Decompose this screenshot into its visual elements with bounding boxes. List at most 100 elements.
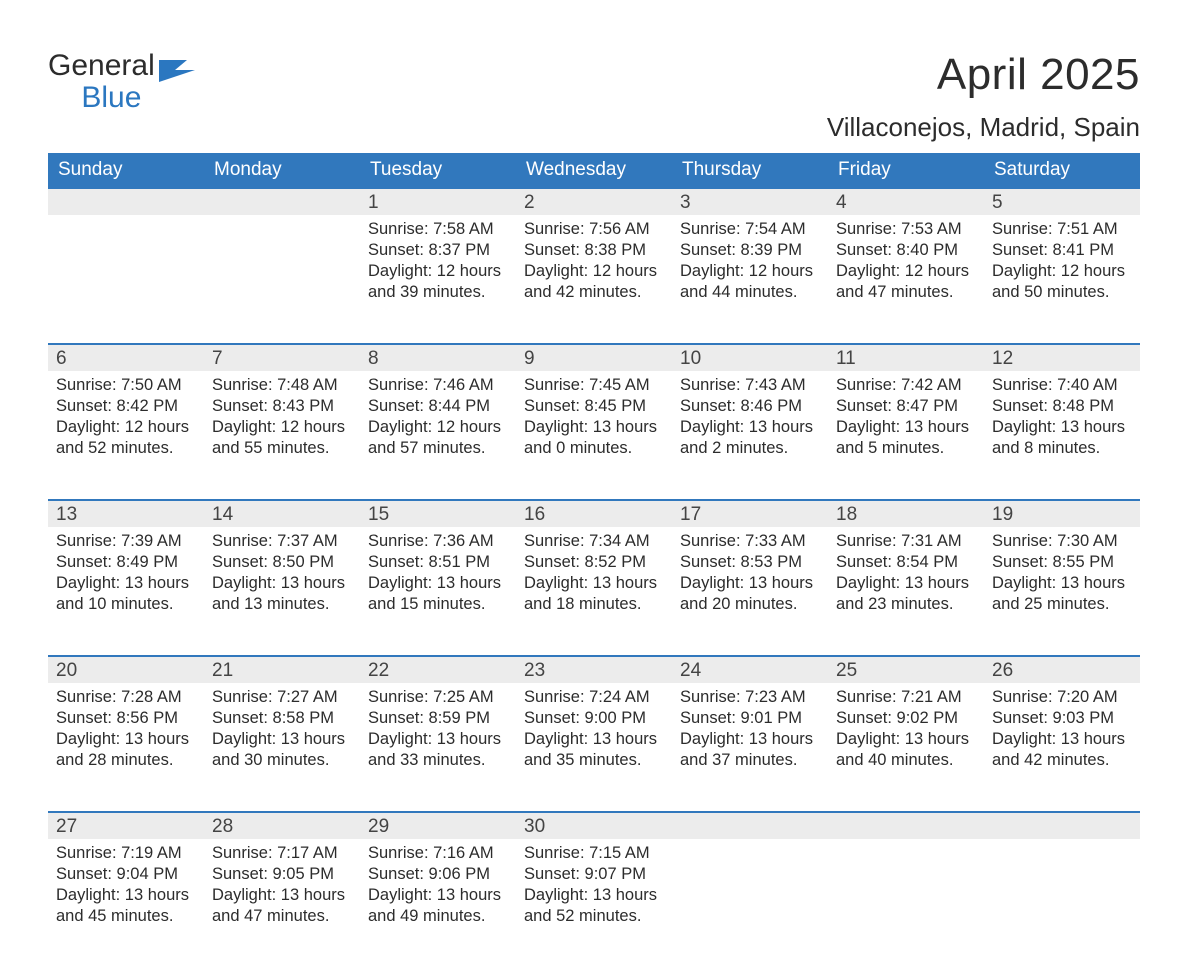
calendar-cell: Sunrise: 7:34 AMSunset: 8:52 PMDaylight:… [516,527,672,655]
day-number: 14 [204,499,360,527]
daylight-text: Daylight: 12 hours and 52 minutes. [56,417,196,459]
calendar-cell: Sunrise: 7:48 AMSunset: 8:43 PMDaylight:… [204,371,360,499]
page-title: April 2025 [827,50,1140,100]
day-number: 19 [984,499,1140,527]
sunset-text: Sunset: 8:37 PM [368,240,508,261]
calendar-cell: Sunrise: 7:33 AMSunset: 8:53 PMDaylight:… [672,527,828,655]
sunset-text: Sunset: 8:55 PM [992,552,1132,573]
sunrise-text: Sunrise: 7:30 AM [992,531,1132,552]
weekday-header: Thursday [672,153,828,187]
daylight-text: Daylight: 13 hours and 2 minutes. [680,417,820,459]
sunrise-text: Sunrise: 7:43 AM [680,375,820,396]
sunset-text: Sunset: 8:39 PM [680,240,820,261]
daylight-text: Daylight: 12 hours and 55 minutes. [212,417,352,459]
sunset-text: Sunset: 8:38 PM [524,240,664,261]
daylight-text: Daylight: 12 hours and 39 minutes. [368,261,508,303]
sunrise-text: Sunrise: 7:19 AM [56,843,196,864]
sunrise-text: Sunrise: 7:23 AM [680,687,820,708]
day-number: 24 [672,655,828,683]
sunrise-text: Sunrise: 7:50 AM [56,375,196,396]
sunrise-text: Sunrise: 7:17 AM [212,843,352,864]
day-number: 13 [48,499,204,527]
calendar-cell: Sunrise: 7:30 AMSunset: 8:55 PMDaylight:… [984,527,1140,655]
calendar-cell: Sunrise: 7:36 AMSunset: 8:51 PMDaylight:… [360,527,516,655]
daylight-text: Daylight: 12 hours and 50 minutes. [992,261,1132,303]
daylight-text: Daylight: 13 hours and 20 minutes. [680,573,820,615]
sunset-text: Sunset: 8:40 PM [836,240,976,261]
day-number: 30 [516,811,672,839]
calendar-cell: Sunrise: 7:24 AMSunset: 9:00 PMDaylight:… [516,683,672,811]
sunset-text: Sunset: 9:03 PM [992,708,1132,729]
sunrise-text: Sunrise: 7:53 AM [836,219,976,240]
day-number: 26 [984,655,1140,683]
calendar-cell [984,839,1140,967]
sunrise-text: Sunrise: 7:36 AM [368,531,508,552]
day-number: 4 [828,187,984,215]
daylight-text: Daylight: 13 hours and 25 minutes. [992,573,1132,615]
sunrise-text: Sunrise: 7:27 AM [212,687,352,708]
sunrise-text: Sunrise: 7:28 AM [56,687,196,708]
sunset-text: Sunset: 9:04 PM [56,864,196,885]
sunset-text: Sunset: 8:50 PM [212,552,352,573]
daylight-text: Daylight: 13 hours and 47 minutes. [212,885,352,927]
daylight-text: Daylight: 13 hours and 45 minutes. [56,885,196,927]
logo-word-general: General [48,49,155,82]
daylight-text: Daylight: 13 hours and 0 minutes. [524,417,664,459]
daylight-text: Daylight: 13 hours and 49 minutes. [368,885,508,927]
calendar-cell: Sunrise: 7:54 AMSunset: 8:39 PMDaylight:… [672,215,828,343]
calendar-cell: Sunrise: 7:43 AMSunset: 8:46 PMDaylight:… [672,371,828,499]
sunset-text: Sunset: 8:54 PM [836,552,976,573]
sunset-text: Sunset: 9:01 PM [680,708,820,729]
daylight-text: Daylight: 13 hours and 10 minutes. [56,573,196,615]
weekday-header: Sunday [48,153,204,187]
sunrise-text: Sunrise: 7:25 AM [368,687,508,708]
daylight-text: Daylight: 13 hours and 23 minutes. [836,573,976,615]
weekday-header: Saturday [984,153,1140,187]
day-number: 27 [48,811,204,839]
sunrise-text: Sunrise: 7:24 AM [524,687,664,708]
sunset-text: Sunset: 8:47 PM [836,396,976,417]
day-number [48,187,204,215]
calendar-header: SundayMondayTuesdayWednesdayThursdayFrid… [48,153,1140,187]
day-number: 12 [984,343,1140,371]
daylight-text: Daylight: 13 hours and 15 minutes. [368,573,508,615]
calendar-cell [48,215,204,343]
sunset-text: Sunset: 9:02 PM [836,708,976,729]
day-number: 23 [516,655,672,683]
calendar-cell: Sunrise: 7:15 AMSunset: 9:07 PMDaylight:… [516,839,672,967]
calendar-cell: Sunrise: 7:56 AMSunset: 8:38 PMDaylight:… [516,215,672,343]
day-number: 2 [516,187,672,215]
sunset-text: Sunset: 8:51 PM [368,552,508,573]
sunrise-text: Sunrise: 7:42 AM [836,375,976,396]
calendar-cell: Sunrise: 7:20 AMSunset: 9:03 PMDaylight:… [984,683,1140,811]
day-number: 8 [360,343,516,371]
daylight-text: Daylight: 13 hours and 28 minutes. [56,729,196,771]
daylight-text: Daylight: 13 hours and 52 minutes. [524,885,664,927]
daylight-text: Daylight: 12 hours and 42 minutes. [524,261,664,303]
day-number: 29 [360,811,516,839]
sunrise-text: Sunrise: 7:56 AM [524,219,664,240]
sunrise-text: Sunrise: 7:16 AM [368,843,508,864]
day-number: 16 [516,499,672,527]
calendar-cell: Sunrise: 7:40 AMSunset: 8:48 PMDaylight:… [984,371,1140,499]
sunrise-text: Sunrise: 7:31 AM [836,531,976,552]
weekday-header: Friday [828,153,984,187]
day-number: 20 [48,655,204,683]
sunrise-text: Sunrise: 7:15 AM [524,843,664,864]
sunrise-text: Sunrise: 7:51 AM [992,219,1132,240]
daylight-text: Daylight: 13 hours and 8 minutes. [992,417,1132,459]
daylight-text: Daylight: 12 hours and 57 minutes. [368,417,508,459]
sunset-text: Sunset: 9:05 PM [212,864,352,885]
calendar-cell: Sunrise: 7:37 AMSunset: 8:50 PMDaylight:… [204,527,360,655]
sunrise-text: Sunrise: 7:34 AM [524,531,664,552]
day-number: 17 [672,499,828,527]
daylight-text: Daylight: 13 hours and 35 minutes. [524,729,664,771]
flag-icon [159,56,195,82]
daylight-text: Daylight: 13 hours and 42 minutes. [992,729,1132,771]
weekday-header: Wednesday [516,153,672,187]
calendar-cell: Sunrise: 7:27 AMSunset: 8:58 PMDaylight:… [204,683,360,811]
sunrise-text: Sunrise: 7:45 AM [524,375,664,396]
calendar-cell: Sunrise: 7:16 AMSunset: 9:06 PMDaylight:… [360,839,516,967]
daylight-text: Daylight: 13 hours and 33 minutes. [368,729,508,771]
day-number: 15 [360,499,516,527]
